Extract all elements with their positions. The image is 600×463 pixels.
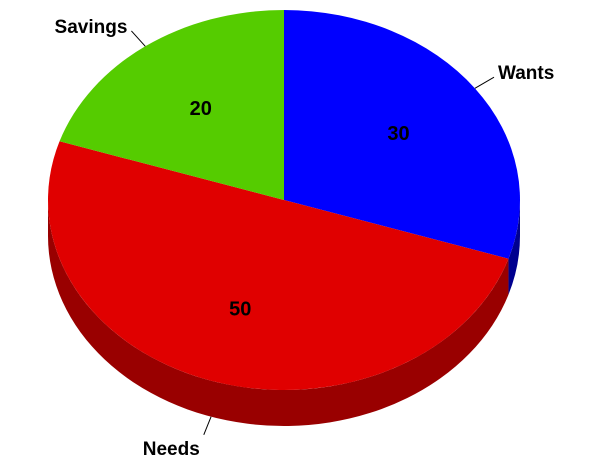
leader-line-savings bbox=[131, 30, 146, 47]
pie-depth bbox=[48, 200, 520, 426]
value-label-wants: 30 bbox=[387, 123, 409, 145]
leader-line-wants bbox=[474, 76, 495, 89]
pie-slices bbox=[47, 10, 520, 390]
pie-labels: 30 Wants 50 Needs 20 Savings bbox=[55, 17, 555, 460]
slice-side-wants bbox=[508, 200, 520, 295]
value-label-needs: 50 bbox=[229, 298, 251, 320]
leader-lines bbox=[131, 30, 495, 435]
category-label-needs: Needs bbox=[143, 439, 200, 460]
slice-needs bbox=[47, 141, 509, 390]
value-label-savings: 20 bbox=[190, 98, 212, 120]
slice-savings bbox=[59, 10, 285, 200]
category-label-wants: Wants bbox=[498, 63, 554, 84]
slice-side-needs bbox=[48, 200, 509, 426]
category-label-savings: Savings bbox=[55, 17, 128, 38]
leader-line-needs bbox=[203, 416, 212, 435]
slice-wants bbox=[284, 10, 520, 259]
